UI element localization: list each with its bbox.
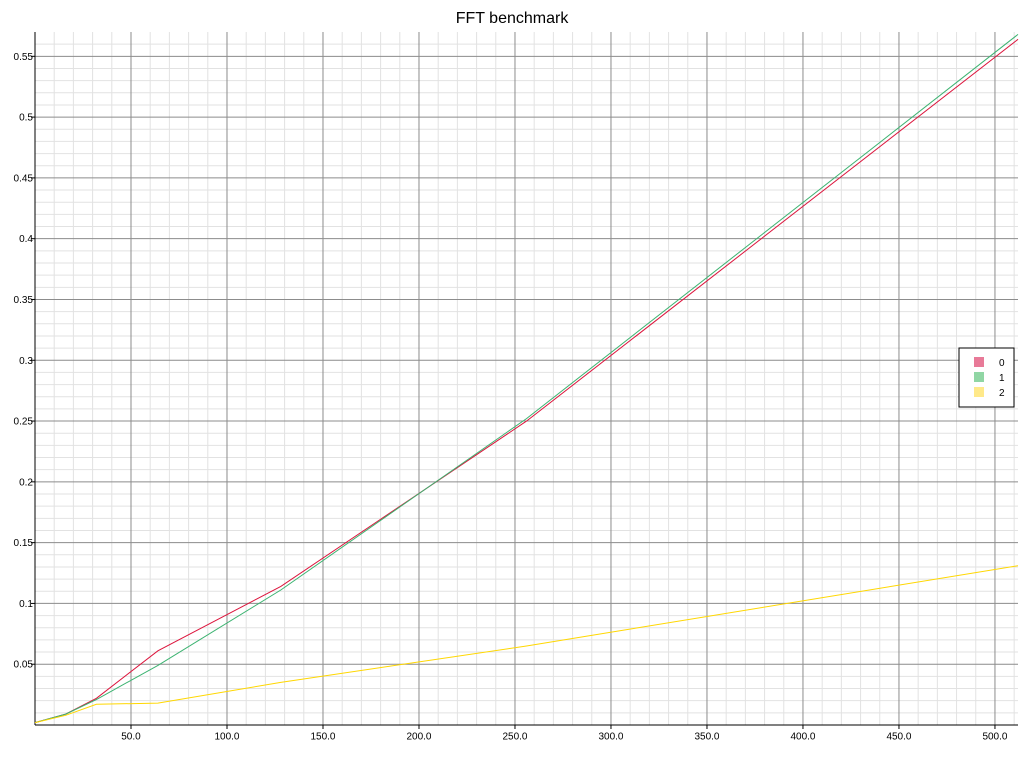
- y-tick-label: 0.1: [19, 599, 33, 610]
- y-axis-ticks: 0.05 0.1 0.15 0.2 0.25 0.3 0.35 0.4 0.45 0.5 0.55: [14, 52, 35, 671]
- legend-label-2: 2: [999, 388, 1005, 399]
- y-tick-label: 0.25: [14, 417, 34, 428]
- x-tick-label: 450.0: [886, 731, 911, 742]
- y-tick-label: 0.35: [14, 295, 34, 306]
- legend-swatch-1: [974, 372, 984, 382]
- y-tick-label: 0.45: [14, 173, 34, 184]
- legend-box: [958, 347, 1015, 408]
- y-tick-label: 0.5: [19, 113, 33, 124]
- x-tick-label: 100.0: [214, 731, 239, 742]
- legend-label-1: 1: [999, 373, 1005, 384]
- x-tick-label: 250.0: [502, 731, 527, 742]
- major-grid: [35, 32, 1018, 725]
- x-tick-label: 50.0: [121, 731, 141, 742]
- x-axis-ticks: 50.0 100.0 150.0 200.0 250.0 300.0 350.0 400.0 4…: [121, 725, 1008, 742]
- y-tick-label: 0.3: [19, 356, 33, 367]
- series-line-2: [34, 565, 1019, 724]
- y-tick-label: 0.55: [14, 52, 34, 63]
- legend-swatch-2: [974, 387, 984, 397]
- x-tick-label: 300.0: [598, 731, 623, 742]
- series-lines: [34, 34, 1019, 724]
- chart-title: FFT benchmark: [456, 10, 570, 27]
- y-tick-label: 0.2: [19, 477, 33, 488]
- x-tick-label: 400.0: [790, 731, 815, 742]
- x-tick-label: 350.0: [694, 731, 719, 742]
- legend: 0 1 2: [958, 347, 1015, 408]
- x-tick-label: 500.0: [982, 731, 1007, 742]
- series-line-1: [34, 34, 1019, 724]
- axes: [34, 32, 1018, 726]
- minor-grid: [35, 32, 1018, 725]
- legend-label-0: 0: [999, 358, 1005, 369]
- x-tick-label: 200.0: [406, 731, 431, 742]
- y-tick-label: 0.05: [14, 660, 34, 671]
- y-tick-label: 0.4: [19, 234, 33, 245]
- y-tick-label: 0.15: [14, 538, 34, 549]
- legend-swatch-0: [974, 357, 984, 367]
- x-tick-label: 150.0: [310, 731, 335, 742]
